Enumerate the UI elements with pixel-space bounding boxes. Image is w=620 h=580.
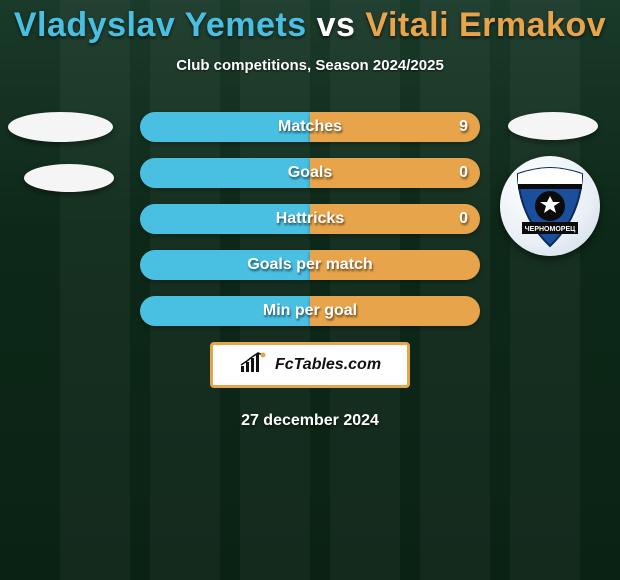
stat-label: Goals — [140, 158, 480, 188]
stat-label: Matches — [140, 112, 480, 142]
stat-label: Hattricks — [140, 204, 480, 234]
club-badge: ЧЕРНОМОРЕЦ — [500, 156, 600, 256]
svg-text:ЧЕРНОМОРЕЦ: ЧЕРНОМОРЕЦ — [525, 226, 576, 233]
page-title: Vladyslav Yemets vs Vitali Ermakov — [0, 0, 620, 45]
brand-chart-icon — [239, 352, 269, 379]
stat-row: Hattricks0 — [140, 204, 480, 234]
brand-text: FcTables.com — [275, 356, 381, 374]
player1-avatar-placeholder-2 — [24, 164, 114, 192]
brand-box: FcTables.com — [210, 342, 410, 388]
subtitle: Club competitions, Season 2024/2025 — [0, 57, 620, 74]
player1-avatar-placeholder-1 — [8, 112, 113, 142]
player1-name: Vladyslav Yemets — [14, 6, 307, 44]
stat-row: Goals0 — [140, 158, 480, 188]
stat-row: Min per goal — [140, 296, 480, 326]
vs-text: vs — [317, 6, 356, 44]
stat-row: Matches9 — [140, 112, 480, 142]
stat-value-right: 9 — [459, 112, 468, 142]
club-shield-icon: ЧЕРНОМОРЕЦ — [512, 166, 588, 248]
player2-name: Vitali Ermakov — [365, 6, 606, 44]
comparison-content: ЧЕРНОМОРЕЦ Matches9Goals0Hattricks0Goals… — [0, 112, 620, 430]
stat-value-right: 0 — [459, 204, 468, 234]
stat-label: Min per goal — [140, 296, 480, 326]
stat-row: Goals per match — [140, 250, 480, 280]
player2-avatar-placeholder — [508, 112, 598, 140]
stat-value-right: 0 — [459, 158, 468, 188]
stat-label: Goals per match — [140, 250, 480, 280]
date-label: 27 december 2024 — [0, 412, 620, 430]
